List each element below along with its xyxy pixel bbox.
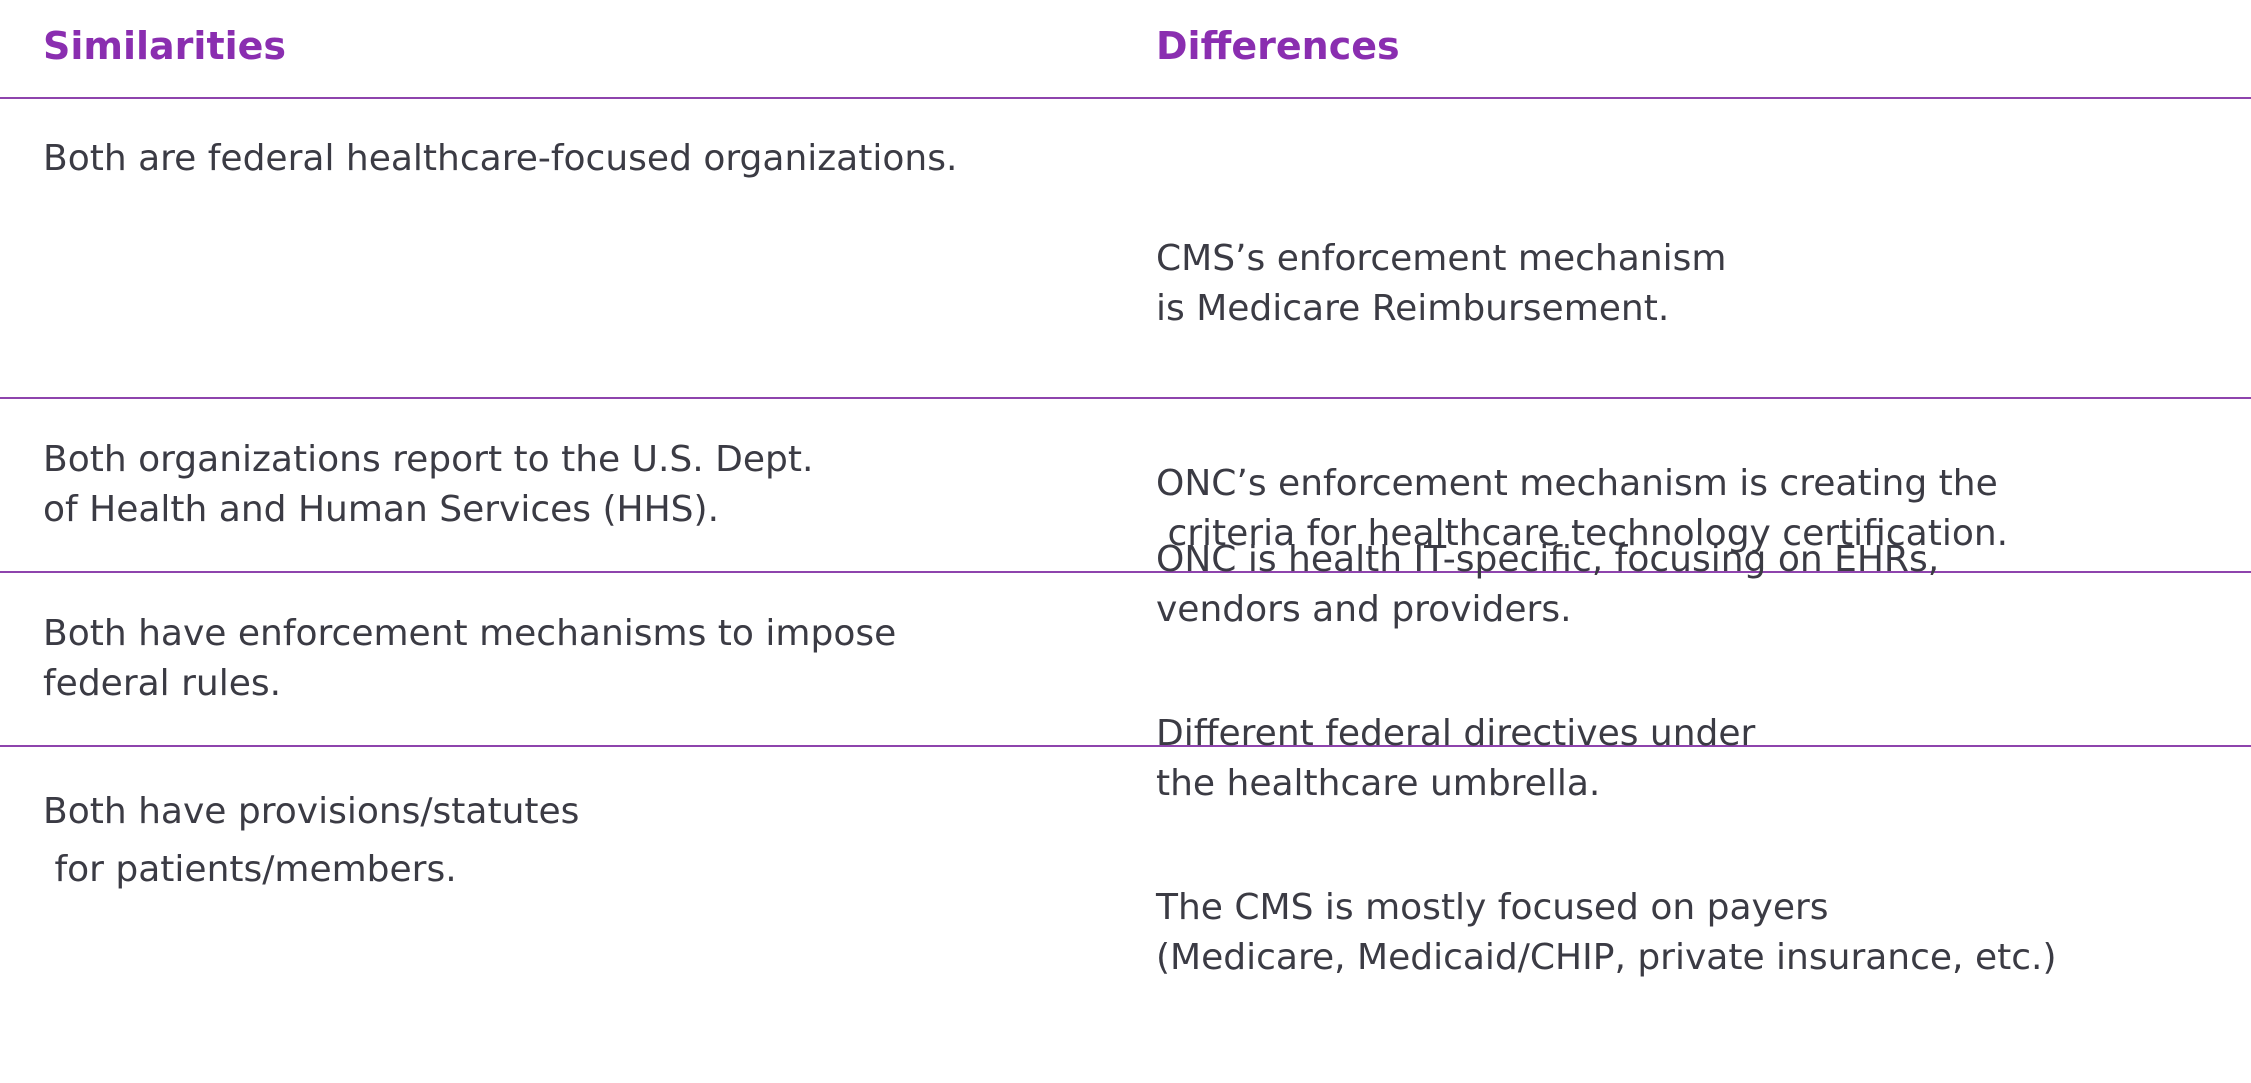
table-row: Both organizations report to the U.S. De…	[0, 399, 2251, 630]
difference-text: ONC is health IT-specific, focusing on E…	[1156, 539, 1940, 630]
similarity-cell: Both have enforcement mechanisms to impo…	[43, 613, 897, 704]
table-header-row: Similarities Differences	[0, 0, 2251, 99]
table-row: Both have provisions/statutes for patien…	[0, 747, 2251, 978]
table-row: Both have enforcement mechanisms to impo…	[0, 573, 2251, 804]
differences-cell: The CMS is mostly focused on payers (Med…	[1156, 783, 2057, 1083]
differences-header: Differences	[1156, 24, 1400, 68]
differences-cell: CMS’s enforcement mechanism is Medicare …	[1156, 134, 2008, 659]
differences-cell: ONC is health IT-specific, focusing on E…	[1156, 435, 1939, 735]
difference-text: Different federal directives under the h…	[1156, 713, 1756, 804]
comparison-table: Similarities Differences Both are federa…	[0, 0, 2251, 978]
differences-cell: Different federal directives under the h…	[1156, 609, 1755, 909]
similarities-header: Similarities	[43, 24, 287, 68]
similarity-cell: Both have provisions/statutes for patien…	[43, 791, 580, 890]
similarity-cell: Both are federal healthcare-focused orga…	[43, 138, 958, 179]
table-row: Both are federal healthcare-focused orga…	[0, 99, 2251, 554]
difference-text: ONC’s enforcement mechanism is creating …	[1156, 463, 2009, 554]
similarity-cell: Both organizations report to the U.S. De…	[43, 439, 814, 530]
difference-text: CMS’s enforcement mechanism is Medicare …	[1156, 238, 1727, 329]
difference-text: The CMS is mostly focused on payers (Med…	[1156, 887, 2057, 978]
